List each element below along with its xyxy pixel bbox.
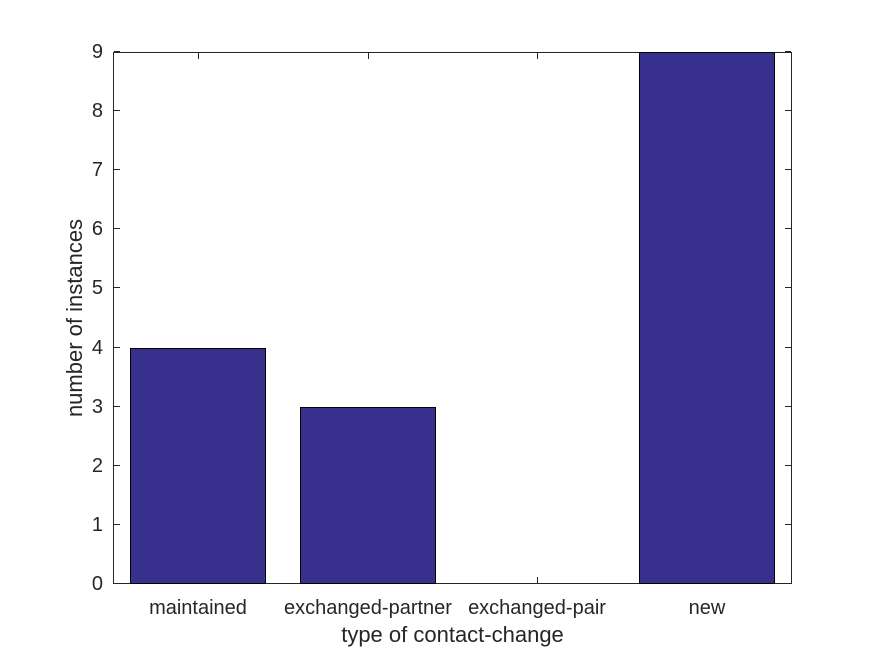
y-tick-label: 0: [91, 573, 103, 595]
x-tick-label: exchanged-partner: [284, 597, 452, 619]
y-axis-label: number of instances: [52, 52, 98, 584]
y-tick-mark: [114, 524, 120, 525]
y-tick-mark-mirror: [785, 228, 791, 229]
x-tick-mark-mirror: [368, 53, 369, 59]
y-tick-label: 4: [91, 337, 103, 359]
x-tick-mark-mirror: [198, 53, 199, 59]
y-tick-label: 3: [91, 396, 103, 418]
bar: [300, 407, 436, 584]
y-tick-mark-mirror: [785, 110, 791, 111]
y-tick-mark: [114, 287, 120, 288]
y-tick-mark: [114, 347, 120, 348]
x-tick-label: new: [688, 597, 726, 619]
y-tick-mark: [114, 465, 120, 466]
y-tick-mark: [114, 228, 120, 229]
y-tick-mark: [114, 51, 120, 52]
y-tick-mark-mirror: [785, 524, 791, 525]
y-tick-label: 9: [91, 41, 103, 63]
y-tick-label: 1: [91, 514, 103, 536]
y-tick-label: 5: [91, 277, 103, 299]
y-tick-mark-mirror: [785, 287, 791, 288]
y-tick-mark: [114, 406, 120, 407]
y-tick-label: 2: [91, 455, 103, 477]
y-tick-mark-mirror: [785, 169, 791, 170]
y-tick-label: 6: [91, 218, 103, 240]
x-axis-label: type of contact-change: [341, 622, 564, 647]
x-tick-mark-mirror: [537, 53, 538, 59]
y-tick-label: 7: [91, 159, 103, 181]
y-axis-label-text: number of instances: [62, 218, 88, 418]
y-tick-mark-mirror: [785, 406, 791, 407]
bar: [639, 52, 775, 584]
x-tick-label: exchanged-pair: [468, 597, 606, 619]
y-tick-mark: [114, 583, 120, 584]
y-tick-mark-mirror: [785, 347, 791, 348]
y-tick-label: 8: [91, 100, 103, 122]
x-tick-label: maintained: [149, 597, 247, 619]
y-tick-mark-mirror: [785, 51, 791, 52]
y-tick-mark: [114, 110, 120, 111]
bar: [130, 348, 266, 584]
x-tick-mark: [537, 577, 538, 583]
y-tick-mark-mirror: [785, 465, 791, 466]
y-tick-mark-mirror: [785, 583, 791, 584]
y-tick-mark: [114, 169, 120, 170]
